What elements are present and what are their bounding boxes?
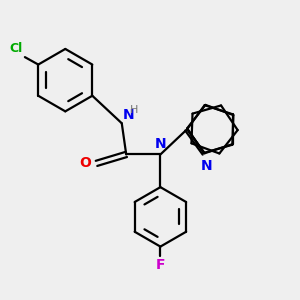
Text: O: O xyxy=(79,156,91,170)
Text: F: F xyxy=(156,258,165,272)
Text: H: H xyxy=(130,105,139,115)
Text: N: N xyxy=(122,108,134,122)
Text: N: N xyxy=(200,159,212,172)
Text: N: N xyxy=(154,137,166,151)
Text: Cl: Cl xyxy=(9,42,22,55)
